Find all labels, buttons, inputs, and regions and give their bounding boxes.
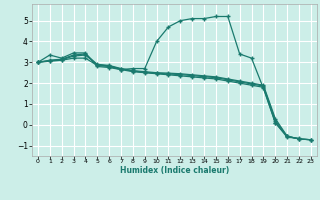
- X-axis label: Humidex (Indice chaleur): Humidex (Indice chaleur): [120, 166, 229, 175]
